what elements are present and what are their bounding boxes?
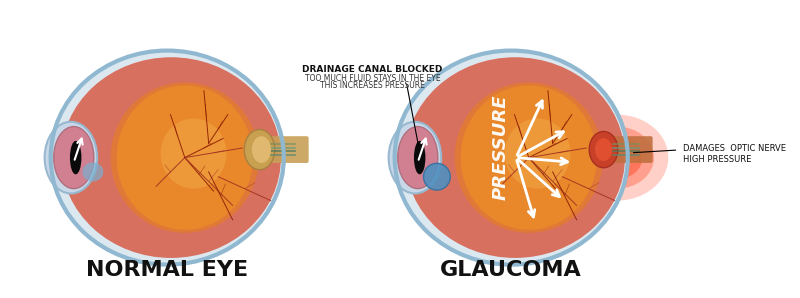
FancyBboxPatch shape: [610, 136, 653, 163]
Ellipse shape: [461, 85, 597, 230]
Ellipse shape: [244, 130, 275, 170]
FancyBboxPatch shape: [266, 136, 309, 163]
Ellipse shape: [579, 127, 654, 189]
Ellipse shape: [474, 103, 583, 213]
Ellipse shape: [110, 82, 259, 233]
Ellipse shape: [389, 122, 441, 193]
Ellipse shape: [54, 127, 94, 189]
Ellipse shape: [405, 57, 625, 258]
Ellipse shape: [78, 140, 266, 190]
Ellipse shape: [117, 85, 253, 230]
Ellipse shape: [82, 162, 103, 181]
Ellipse shape: [565, 115, 668, 201]
Text: DAMAGES  OPTIC NERVE: DAMAGES OPTIC NERVE: [683, 144, 786, 153]
Ellipse shape: [252, 136, 271, 163]
Text: NORMAL EYE: NORMAL EYE: [86, 260, 248, 280]
Ellipse shape: [494, 122, 563, 193]
Text: PRESSURE: PRESSURE: [491, 95, 510, 200]
Text: GLAUCOMA: GLAUCOMA: [440, 260, 582, 280]
Ellipse shape: [589, 131, 618, 168]
Ellipse shape: [150, 122, 219, 193]
Text: THIS INCREASES PRESSURE: THIS INCREASES PRESSURE: [320, 81, 425, 90]
Ellipse shape: [130, 103, 239, 213]
Text: HIGH PRESSURE: HIGH PRESSURE: [683, 155, 752, 164]
Ellipse shape: [161, 119, 226, 189]
Ellipse shape: [394, 51, 628, 265]
Text: TOO MUCH FLUID STAYS IN THE EYE: TOO MUCH FLUID STAYS IN THE EYE: [305, 74, 441, 83]
Ellipse shape: [595, 138, 612, 161]
Ellipse shape: [591, 136, 642, 179]
Ellipse shape: [454, 82, 603, 233]
Ellipse shape: [398, 127, 438, 189]
Ellipse shape: [45, 122, 97, 193]
Ellipse shape: [414, 141, 426, 174]
Ellipse shape: [50, 51, 284, 265]
Text: DRAINAGE CANAL BLOCKED: DRAINAGE CANAL BLOCKED: [302, 65, 443, 74]
Ellipse shape: [423, 163, 450, 190]
Ellipse shape: [505, 119, 570, 189]
Ellipse shape: [422, 140, 610, 190]
Ellipse shape: [61, 57, 281, 258]
Ellipse shape: [70, 141, 82, 174]
